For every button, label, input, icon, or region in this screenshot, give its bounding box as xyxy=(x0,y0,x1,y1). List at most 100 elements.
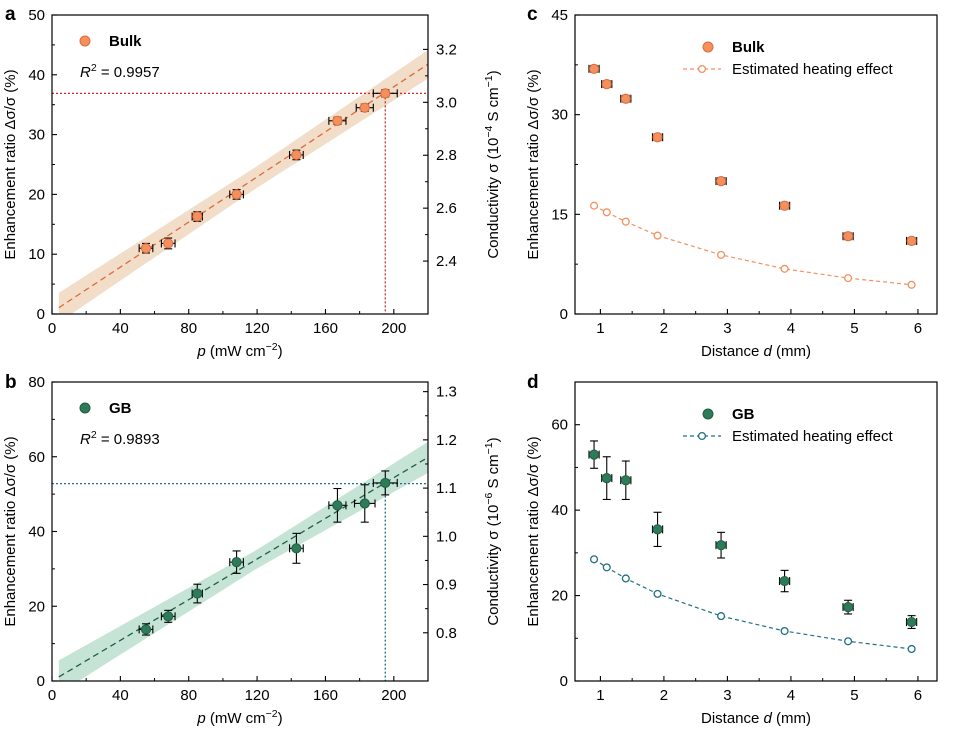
data-point xyxy=(380,477,391,489)
x-tick-label: 0 xyxy=(48,320,56,337)
y2-tick-label: 3.0 xyxy=(436,94,457,111)
y-tick-label: 0 xyxy=(37,673,45,690)
heating-effect-point xyxy=(844,274,853,283)
data-point xyxy=(588,63,600,74)
y-tick-label: 60 xyxy=(28,449,45,466)
y-tick-label: 20 xyxy=(28,598,45,615)
x-tick-label: 3 xyxy=(723,687,731,704)
y-tick-label: 40 xyxy=(551,502,568,519)
data-point xyxy=(291,543,302,554)
heating-effect-line xyxy=(593,558,912,650)
data-point xyxy=(192,211,203,222)
data-point xyxy=(332,500,343,511)
y-tick-label: 40 xyxy=(28,524,45,541)
heating-effect-point xyxy=(907,644,916,654)
y2-tick-label: 0.9 xyxy=(436,577,457,594)
panel-b: 0 40 80 120 160 200 0 20 40 60 80 p (mW cm−2) Enhanc… xyxy=(2,372,502,727)
data-point xyxy=(906,235,917,247)
heating-effect-point xyxy=(590,555,599,564)
r-squared: R2 = 0.9957 xyxy=(80,62,160,81)
data-point xyxy=(652,524,663,535)
data-point xyxy=(140,624,152,635)
data-point xyxy=(192,588,203,599)
heating-effect-point xyxy=(590,201,599,210)
y2-tick-label: 1.2 xyxy=(436,432,457,449)
x-tick-label: 3 xyxy=(723,320,731,337)
heating-effect-point xyxy=(621,217,630,226)
y-axis-label: Enhancement ratio Δσ/σ (%) xyxy=(2,69,19,259)
legend-marker xyxy=(79,35,91,47)
heating-effect-point xyxy=(602,208,611,217)
y2-axis-label: Conductivity σ (10−6 S cm−1) xyxy=(483,437,502,625)
x-tick-label: 5 xyxy=(850,687,858,704)
y-tick-label: 30 xyxy=(28,127,45,144)
x-tick-label: 5 xyxy=(850,320,858,337)
r-squared: R2 = 0.9893 xyxy=(80,429,160,448)
heating-effect-point xyxy=(653,231,662,240)
data-point xyxy=(601,473,612,484)
fit-line xyxy=(58,63,428,309)
data-point xyxy=(163,611,174,622)
x-tick-label: 200 xyxy=(381,320,406,337)
heating-effect-line xyxy=(593,205,912,286)
data-point xyxy=(231,189,242,200)
data-point xyxy=(359,498,370,509)
data-point xyxy=(620,93,631,104)
y-tick-label: 60 xyxy=(551,417,568,434)
y2-tick-label: 2.4 xyxy=(436,253,457,270)
y2-tick-label: 2.6 xyxy=(436,200,457,217)
data-point xyxy=(231,557,242,568)
x-tick-label: 1 xyxy=(596,687,604,704)
y-tick-label: 0 xyxy=(560,306,568,323)
heating-effect-point xyxy=(780,626,789,636)
plot-area xyxy=(52,441,428,681)
x-tick-label: 0 xyxy=(48,687,56,704)
fit-line xyxy=(58,456,428,678)
y2-axis-label: Conductivity σ (10−4 S cm−1) xyxy=(483,70,502,258)
legend-marker xyxy=(79,402,91,414)
x-tick-label: 160 xyxy=(313,687,338,704)
y-tick-label: 10 xyxy=(28,246,45,263)
x-tick-label: 80 xyxy=(180,320,197,337)
heating-effect-point xyxy=(907,280,916,289)
data-point xyxy=(291,149,302,161)
y-tick-label: 30 xyxy=(551,107,568,124)
legend-line-marker xyxy=(697,64,707,74)
x-axis-label: Distance d (mm) xyxy=(701,710,811,727)
legend-label: GB xyxy=(109,400,132,417)
y2-tick-label: 3.2 xyxy=(436,41,457,58)
x-tick-label: 1 xyxy=(596,320,604,337)
y-tick-label: 15 xyxy=(551,206,568,223)
panel-letter: c xyxy=(527,4,538,25)
panel-letter: a xyxy=(5,4,16,25)
x-tick-label: 120 xyxy=(245,320,270,337)
x-axis-label: p (mW cm−2) xyxy=(196,341,282,360)
y-axis-label: Enhancement ratio Δσ/σ (%) xyxy=(2,436,19,626)
plot-area xyxy=(52,49,428,314)
data-point xyxy=(906,616,917,628)
y-tick-label: 0 xyxy=(37,306,45,323)
legend-label: Bulk xyxy=(732,39,765,56)
heating-effect-point xyxy=(621,574,630,583)
y-tick-label: 20 xyxy=(551,588,568,605)
legend-line-marker xyxy=(697,431,707,441)
y-tick-label: 50 xyxy=(28,7,45,24)
x-tick-label: 120 xyxy=(245,687,270,704)
panel-letter: b xyxy=(5,372,17,393)
plot-frame xyxy=(574,14,938,315)
legend-marker xyxy=(702,41,714,53)
data-point xyxy=(588,449,600,460)
y2-tick-label: 2.8 xyxy=(436,147,457,164)
y-axis-label: Enhancement ratio Δσ/σ (%) xyxy=(525,69,542,259)
y2-tick-label: 1.1 xyxy=(436,480,457,497)
x-tick-label: 4 xyxy=(787,687,795,704)
y2-tick-label: 1.0 xyxy=(436,528,457,545)
data-point xyxy=(842,231,854,242)
data-point xyxy=(715,540,727,551)
data-point xyxy=(601,79,612,90)
data-point xyxy=(620,475,631,486)
y2-tick-label: 1.3 xyxy=(436,384,457,401)
heating-effect-point xyxy=(602,563,611,572)
